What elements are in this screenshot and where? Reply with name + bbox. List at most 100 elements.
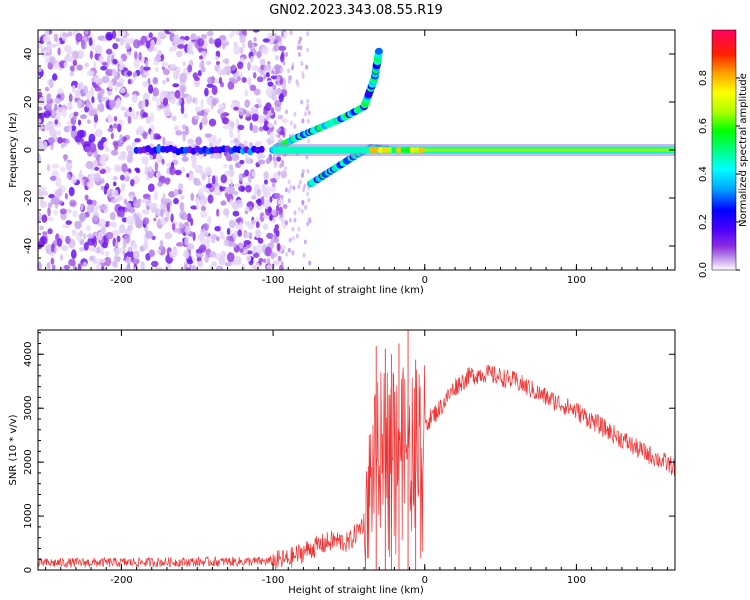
noise-blob	[80, 138, 85, 146]
noise-blob	[194, 181, 202, 186]
noise-blob	[51, 243, 55, 253]
noise-blob	[76, 82, 82, 90]
noise-blob	[126, 51, 131, 56]
noise-blob	[273, 211, 277, 217]
noise-blob	[94, 166, 100, 171]
noise-blob	[154, 266, 163, 270]
noise-blob	[142, 92, 150, 102]
noise-blob	[234, 183, 240, 188]
noise-blob	[105, 147, 110, 153]
noise-blob	[216, 60, 220, 66]
noise-blob	[112, 229, 120, 236]
noise-blob	[98, 54, 104, 64]
noise-blob	[284, 165, 288, 171]
noise-blob	[186, 44, 193, 55]
carrier-peak	[405, 147, 412, 153]
noise-blob	[243, 140, 249, 147]
noise-blob	[119, 57, 123, 67]
noise-blob	[119, 224, 126, 234]
noise-blob	[245, 185, 252, 193]
noise-blob	[190, 218, 194, 226]
noise-blob	[259, 69, 265, 76]
noise-blob	[120, 182, 126, 192]
noise-blob	[307, 216, 311, 222]
noise-blob	[280, 194, 284, 200]
noise-blob	[67, 101, 73, 111]
noise-blob	[224, 58, 230, 65]
noise-blob	[53, 33, 59, 42]
noise-blob	[179, 72, 188, 83]
noise-blob	[237, 61, 244, 70]
noise-blob	[112, 42, 119, 50]
noise-blob	[232, 210, 240, 217]
noise-blob	[74, 91, 82, 99]
carrier-peak	[409, 147, 416, 153]
noise-blob	[157, 181, 163, 187]
noise-blob	[86, 204, 94, 214]
noise-blob	[147, 183, 155, 192]
noise-blob	[269, 196, 273, 203]
noise-blob	[115, 85, 119, 92]
noise-blob	[38, 186, 47, 192]
noise-blob	[143, 240, 149, 251]
noise-blob	[273, 159, 278, 169]
noise-blob	[267, 206, 272, 213]
noise-blob	[262, 214, 270, 219]
noise-blob	[144, 99, 149, 107]
colorbar-tick-label: 0.0	[698, 262, 709, 278]
noise-blob	[84, 194, 89, 201]
noise-blob	[247, 61, 251, 71]
noise-blob	[148, 32, 153, 39]
noise-blob	[172, 83, 180, 88]
noise-blob	[170, 213, 174, 223]
noise-blob	[226, 228, 231, 235]
noise-blob	[161, 91, 168, 97]
noise-blob	[103, 234, 107, 245]
noise-blob	[243, 240, 251, 245]
noise-blob	[151, 260, 159, 268]
noise-blob	[88, 110, 97, 117]
noise-blob	[184, 35, 190, 41]
noise-blob	[153, 190, 159, 201]
noise-blob	[284, 187, 288, 193]
noise-blob	[131, 93, 138, 104]
noise-blob	[116, 197, 121, 203]
noise-blob	[119, 37, 125, 46]
noise-blob	[297, 206, 301, 212]
noise-blob	[71, 229, 77, 237]
noise-blob	[94, 86, 102, 92]
weak-carrier	[258, 145, 265, 153]
noise-blob	[233, 106, 239, 111]
noise-blob	[195, 198, 200, 209]
noise-blob	[288, 217, 292, 223]
noise-blob	[83, 176, 87, 187]
noise-blob	[112, 58, 118, 65]
noise-blob	[142, 209, 148, 215]
noise-blob	[273, 192, 281, 200]
noise-blob	[264, 179, 268, 185]
noise-blob	[152, 87, 159, 97]
noise-blob	[195, 136, 203, 146]
noise-blob	[95, 246, 101, 254]
noise-blob	[244, 89, 249, 97]
y-tick-label: 40	[23, 48, 34, 61]
colorbar-gradient	[711, 29, 737, 271]
noise-blob	[255, 244, 263, 255]
noise-blob	[132, 242, 138, 250]
noise-blob	[239, 34, 246, 44]
noise-blob	[206, 30, 214, 37]
noise-blob	[112, 123, 118, 129]
noise-blob	[45, 102, 52, 111]
noise-blob	[246, 250, 253, 255]
noise-blob	[200, 66, 206, 73]
noise-blob	[170, 95, 176, 105]
noise-blob	[107, 116, 114, 124]
noise-blob	[38, 140, 44, 149]
x-tick-label: -100	[262, 275, 285, 286]
noise-blob	[207, 76, 214, 85]
noise-blob	[87, 119, 91, 124]
noise-blob	[156, 98, 160, 107]
noise-blob	[95, 128, 103, 137]
noise-blob	[124, 266, 130, 270]
